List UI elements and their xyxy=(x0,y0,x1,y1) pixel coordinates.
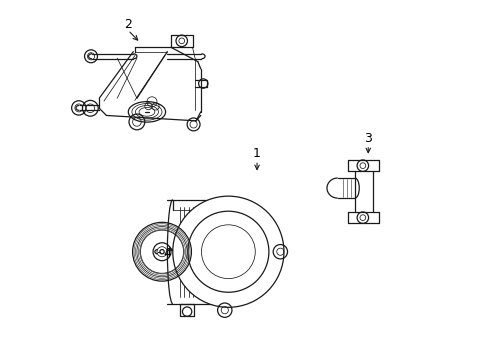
Text: 1: 1 xyxy=(253,147,261,159)
Text: 4: 4 xyxy=(163,247,171,260)
Text: 2: 2 xyxy=(124,18,132,31)
Text: 3: 3 xyxy=(364,132,371,145)
Circle shape xyxy=(172,196,284,307)
